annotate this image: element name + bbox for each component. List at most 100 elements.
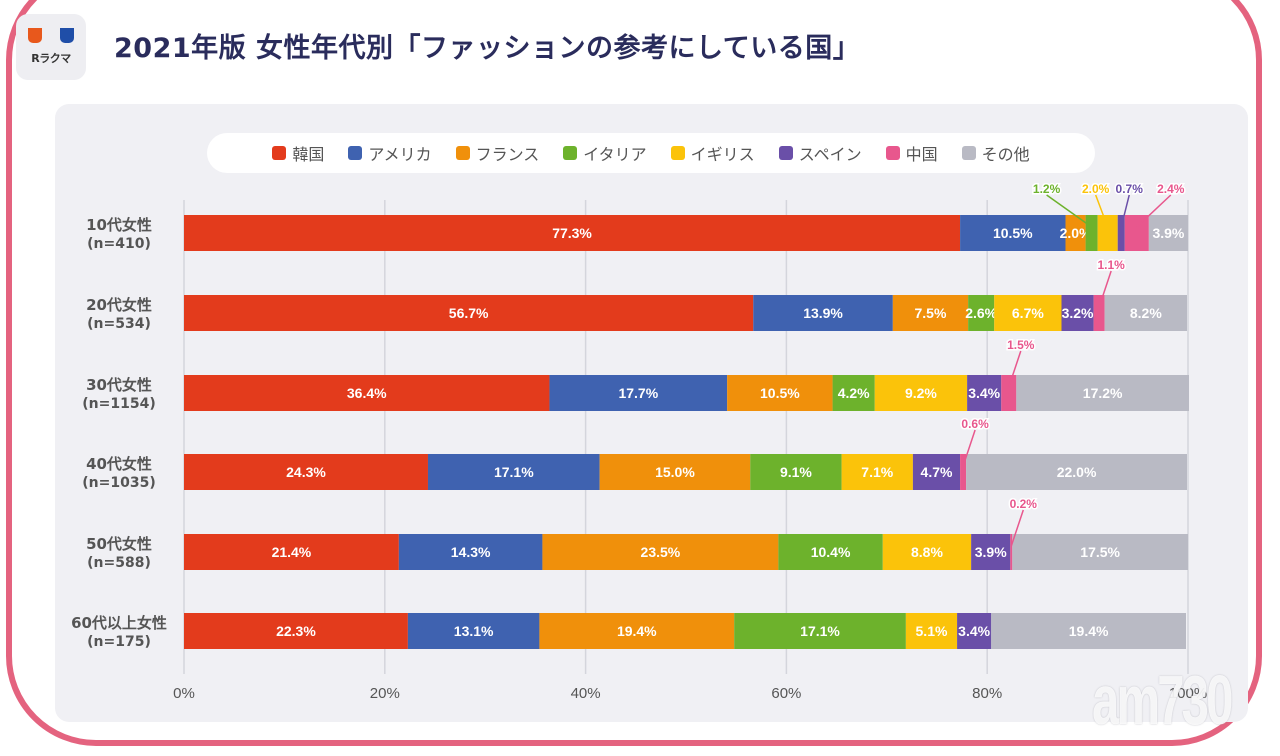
data-label: 36.4%: [347, 385, 387, 401]
data-label: 9.1%: [780, 464, 812, 480]
legend-label: イギリス: [690, 145, 755, 164]
category-label: 10代女性: [86, 216, 152, 234]
callout-label: 0.6%: [961, 417, 989, 431]
bar-segment: [971, 534, 1011, 570]
callout-leader-line: [1136, 194, 1172, 228]
bar-segment: [184, 454, 428, 490]
data-label: 7.5%: [915, 305, 947, 321]
bar-segment: [1117, 215, 1125, 251]
bar-segment: [1124, 215, 1149, 251]
data-label: 24.3%: [286, 464, 326, 480]
legend-label: 韓国: [292, 145, 325, 164]
data-label: 4.2%: [838, 385, 870, 401]
bar-segment: [750, 454, 842, 490]
callout-leader-line: [1008, 350, 1022, 388]
legend-item: フランス: [455, 141, 539, 165]
data-label: 7.1%: [861, 464, 893, 480]
x-tick-label: 100%: [1169, 685, 1207, 702]
legend-swatch: [455, 146, 470, 160]
data-label: 17.1%: [494, 464, 534, 480]
logo-orange-shape: [28, 28, 42, 43]
logo-blue-shape: [60, 28, 74, 43]
bar-segment: [539, 613, 735, 649]
category-sample-size: (n=410): [87, 236, 151, 252]
bar-segment: [753, 295, 893, 331]
bar-segment: [1148, 215, 1188, 251]
callout-label: 2.0%: [1082, 182, 1110, 196]
callout-leader-line: [1010, 509, 1025, 547]
data-label: 19.4%: [1069, 623, 1109, 639]
bar-segment: [184, 295, 754, 331]
legend-item: 中国: [885, 141, 938, 165]
legend-item: イギリス: [670, 141, 755, 165]
data-label: 9.2%: [905, 385, 937, 401]
legend-label: その他: [981, 145, 1030, 164]
bar-segment: [778, 534, 883, 570]
logo-text: Rラクマ: [31, 52, 71, 65]
legend-item: イタリア: [563, 141, 647, 165]
category-sample-size: (n=534): [87, 316, 151, 332]
legend-swatch: [885, 146, 900, 160]
bar-segment: [994, 295, 1062, 331]
data-label: 17.7%: [618, 385, 658, 401]
bar-segment: [1001, 375, 1017, 411]
data-label: 21.4%: [272, 544, 312, 560]
category-label: 60代以上女性: [71, 614, 167, 632]
data-label: 2.0%: [1060, 225, 1092, 241]
bar-segment: [967, 375, 1002, 411]
callout-leader-line: [1094, 194, 1109, 228]
data-label: 4.7%: [921, 464, 953, 480]
legend-item: スペイン: [778, 141, 862, 165]
legend-item: その他: [961, 141, 1030, 165]
bar-segment: [1065, 215, 1086, 251]
callout-label: 1.5%: [1007, 338, 1035, 352]
callout-leader-line: [1098, 270, 1112, 308]
bar-segment: [1010, 534, 1013, 570]
category-sample-size: (n=1154): [82, 396, 155, 412]
data-label: 6.7%: [1012, 305, 1044, 321]
bar-segment: [1012, 534, 1188, 570]
bar-segment: [427, 454, 600, 490]
callout-leader-line: [962, 429, 976, 467]
bar-segment: [1061, 295, 1094, 331]
data-label: 17.1%: [800, 623, 840, 639]
bar-segment: [960, 454, 967, 490]
callout-label: 0.7%: [1116, 182, 1144, 196]
bar-segment: [1085, 215, 1098, 251]
x-tick-label: 80%: [972, 685, 1002, 702]
bar-segment: [542, 534, 779, 570]
x-tick-label: 0%: [173, 685, 195, 702]
bar-segment: [957, 613, 992, 649]
bar-segment: [960, 215, 1066, 251]
data-label: 19.4%: [617, 623, 657, 639]
bar-segment: [968, 295, 995, 331]
bar-segment: [905, 613, 958, 649]
x-tick-label: 60%: [771, 685, 801, 702]
bar-segment: [734, 613, 906, 649]
bar-segment: [184, 375, 550, 411]
legend: 韓国 アメリカ フランス イタリア イギリス スペイン 中国 その他: [207, 133, 1095, 173]
legend-label: アメリカ: [368, 145, 432, 164]
data-label: 8.2%: [1130, 305, 1162, 321]
category-label: 30代女性: [86, 376, 152, 394]
legend-item: 韓国: [272, 141, 324, 165]
data-label: 14.3%: [451, 544, 491, 560]
bar-segment: [991, 613, 1186, 649]
legend-label: 中国: [905, 145, 938, 164]
category-label: 50代女性: [86, 535, 152, 553]
bar-segment: [549, 375, 728, 411]
legend-swatch: [961, 146, 976, 160]
bar-segment: [184, 215, 961, 251]
legend-item: アメリカ: [348, 141, 432, 165]
data-label: 56.7%: [449, 305, 489, 321]
bar-segment: [841, 454, 913, 490]
bar-segment: [184, 534, 399, 570]
data-label: 3.4%: [958, 623, 990, 639]
data-label: 10.5%: [993, 225, 1033, 241]
bar-segment: [882, 534, 972, 570]
bar-segment: [912, 454, 961, 490]
x-tick-label: 20%: [370, 685, 400, 702]
bar-segment: [184, 613, 408, 649]
data-label: 10.4%: [811, 544, 851, 560]
